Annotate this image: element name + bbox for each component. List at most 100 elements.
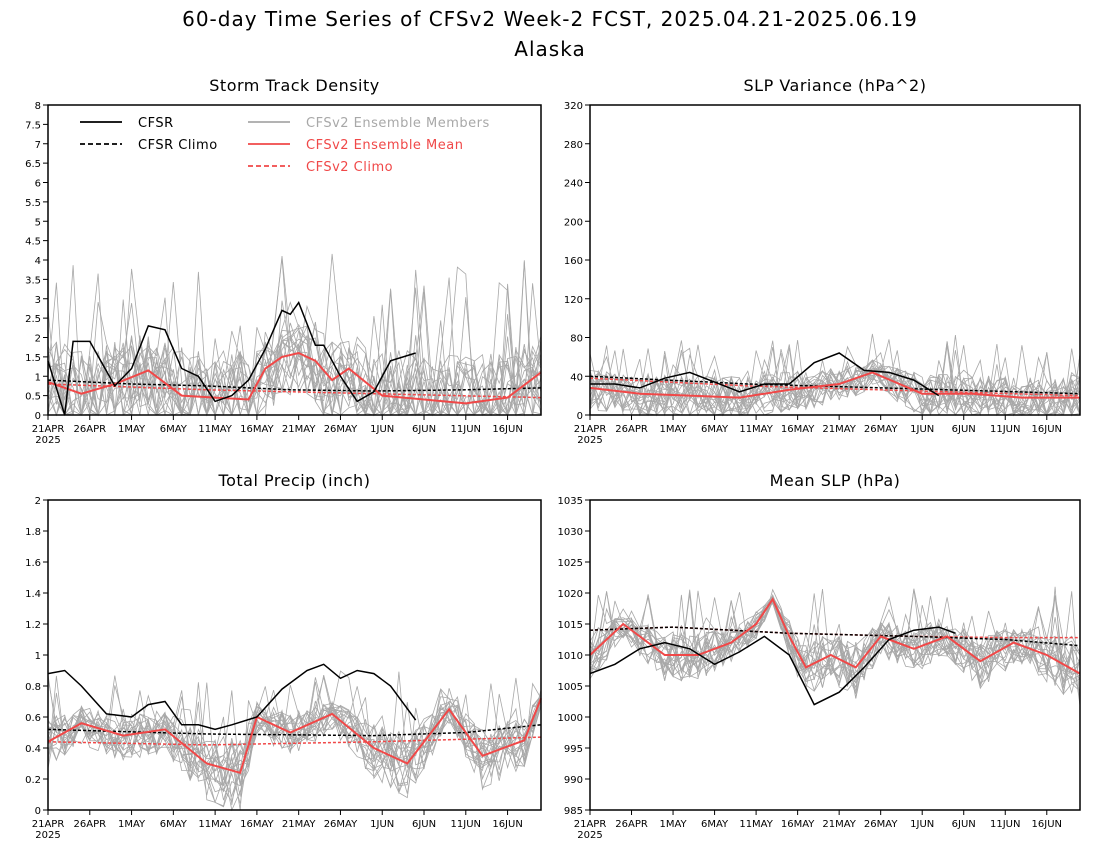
y-tick-label: 5 bbox=[35, 217, 41, 228]
y-tick-label: 1010 bbox=[558, 651, 583, 662]
x-tick-label: 21APR bbox=[574, 819, 607, 830]
x-tick-label: 1JUN bbox=[370, 424, 394, 435]
y-tick-label: 3.5 bbox=[25, 275, 41, 286]
y-tick-label: 1015 bbox=[558, 620, 583, 631]
ensemble-member-line bbox=[589, 591, 1081, 688]
ensemble-member-line bbox=[47, 322, 542, 417]
x-tick-label: 11JUN bbox=[990, 819, 1020, 830]
legend-label: CFSv2 Ensemble Mean bbox=[306, 138, 463, 153]
chart-panel: SLP Variance (hPa^2) 0 40 80 120 160 200 240 280… bbox=[564, 76, 1081, 446]
ensemble-member-line bbox=[589, 347, 1081, 416]
y-tick-label: 1030 bbox=[558, 527, 583, 538]
x-tick-label: 11MAY bbox=[198, 424, 232, 435]
figure-subtitle: Alaska bbox=[514, 37, 585, 61]
x-tick-label: 11MAY bbox=[198, 819, 232, 830]
x-tick-label: 1MAY bbox=[659, 424, 687, 435]
cfsr-line bbox=[47, 663, 417, 731]
x-tick-label: 16JUN bbox=[1032, 424, 1062, 435]
ensemble-mean-line bbox=[47, 351, 542, 405]
legend-label: CFSR Climo bbox=[138, 138, 218, 153]
x-tick-label: 1MAY bbox=[118, 424, 146, 435]
x-tick-label: 11JUN bbox=[990, 424, 1020, 435]
x-tick-label: 11JUN bbox=[451, 819, 481, 830]
y-tick-label: 120 bbox=[564, 295, 583, 306]
x-tick-label: 6JUN bbox=[952, 819, 976, 830]
y-tick-label: 985 bbox=[564, 806, 583, 817]
x-tick-label: 21MAY bbox=[282, 819, 316, 830]
chart-panel: Mean SLP (hPa) 985 990 995 1000 1005 1010 1015 1… bbox=[558, 471, 1081, 841]
x-tick-label: 1JUN bbox=[370, 819, 394, 830]
cfsr-line bbox=[589, 626, 956, 706]
ensemble-member-line bbox=[47, 322, 542, 417]
y-tick-label: 80 bbox=[570, 334, 583, 345]
y-tick-label: 4 bbox=[35, 256, 41, 267]
ensemble-member-line bbox=[589, 586, 1081, 696]
x-tick-label: 21APR bbox=[32, 424, 65, 435]
ensemble-mean-line bbox=[589, 371, 1080, 399]
ensemble-member-line bbox=[47, 677, 542, 812]
x-tick-label: 6JUN bbox=[952, 424, 976, 435]
x-tick-label: 21APR bbox=[574, 424, 607, 435]
y-tick-label: 7 bbox=[35, 140, 41, 151]
y-tick-label: 1.4 bbox=[25, 589, 41, 600]
cfsr-line bbox=[47, 301, 416, 416]
y-tick-label: 1025 bbox=[558, 558, 583, 569]
y-tick-label: 1.5 bbox=[25, 353, 41, 364]
y-tick-label: 0.5 bbox=[25, 392, 41, 403]
ensemble-member-line bbox=[589, 593, 1081, 703]
ensemble-member-line bbox=[589, 345, 1081, 417]
x-year-label: 2025 bbox=[577, 830, 602, 841]
x-tick-label: 21MAY bbox=[822, 424, 856, 435]
ensemble-member-line bbox=[589, 591, 1081, 705]
x-tick-label: 6JUN bbox=[412, 819, 436, 830]
chart-panel: Storm Track Density 0 0.5 1 1.5 2 2.5 3 3.5 4 4.5 5… bbox=[25, 76, 542, 446]
y-tick-label: 1 bbox=[35, 372, 41, 383]
y-tick-label: 40 bbox=[570, 372, 583, 383]
x-tick-label: 16JUN bbox=[492, 424, 522, 435]
y-tick-label: 3 bbox=[35, 295, 41, 306]
figure-title: 60-day Time Series of CFSv2 Week-2 FCST,… bbox=[182, 7, 918, 31]
ensemble-member-line bbox=[589, 591, 1081, 703]
x-tick-label: 16JUN bbox=[492, 819, 522, 830]
cfsr-climo-line bbox=[589, 375, 1081, 395]
y-tick-label: 1035 bbox=[558, 496, 583, 507]
x-year-label: 2025 bbox=[577, 435, 602, 446]
x-tick-label: 21MAY bbox=[282, 424, 316, 435]
ensemble-member-line bbox=[589, 595, 1081, 686]
y-tick-label: 1000 bbox=[558, 713, 583, 724]
cfsr-climo-line bbox=[589, 626, 1081, 647]
cfsr-climo-line bbox=[47, 379, 542, 392]
x-tick-label: 6MAY bbox=[701, 424, 729, 435]
ensemble-member-line bbox=[47, 675, 542, 803]
panel-title: Storm Track Density bbox=[209, 76, 379, 95]
y-tick-label: 0 bbox=[35, 411, 41, 422]
x-tick-label: 11MAY bbox=[739, 819, 773, 830]
x-tick-label: 26MAY bbox=[864, 819, 898, 830]
y-tick-label: 0.6 bbox=[25, 713, 41, 724]
y-tick-label: 1020 bbox=[558, 589, 583, 600]
ensemble-mean-line bbox=[589, 597, 1081, 675]
x-tick-label: 21APR bbox=[32, 819, 65, 830]
ensemble-member-line bbox=[47, 268, 542, 417]
cfsv2-climo-line bbox=[589, 377, 1081, 397]
cfsv2-climo-line bbox=[47, 736, 542, 746]
x-tick-label: 26MAY bbox=[324, 424, 358, 435]
y-tick-label: 6.5 bbox=[25, 159, 41, 170]
x-tick-label: 1JUN bbox=[910, 424, 934, 435]
x-tick-label: 16MAY bbox=[781, 819, 815, 830]
ensemble-member-line bbox=[47, 253, 542, 417]
ensemble-member-line bbox=[589, 594, 1081, 688]
y-tick-label: 995 bbox=[564, 744, 583, 755]
y-tick-label: 5.5 bbox=[25, 198, 41, 209]
x-tick-label: 1JUN bbox=[910, 819, 934, 830]
y-tick-label: 1 bbox=[35, 651, 41, 662]
ensemble-member-line bbox=[47, 287, 542, 416]
x-tick-label: 26APR bbox=[74, 819, 107, 830]
x-tick-label: 6MAY bbox=[160, 424, 188, 435]
y-tick-label: 1005 bbox=[558, 682, 583, 693]
y-tick-label: 990 bbox=[564, 775, 583, 786]
panel-title: Mean SLP (hPa) bbox=[770, 471, 901, 490]
ensemble-member-line bbox=[47, 675, 542, 784]
legend-label: CFSv2 Climo bbox=[306, 160, 393, 175]
